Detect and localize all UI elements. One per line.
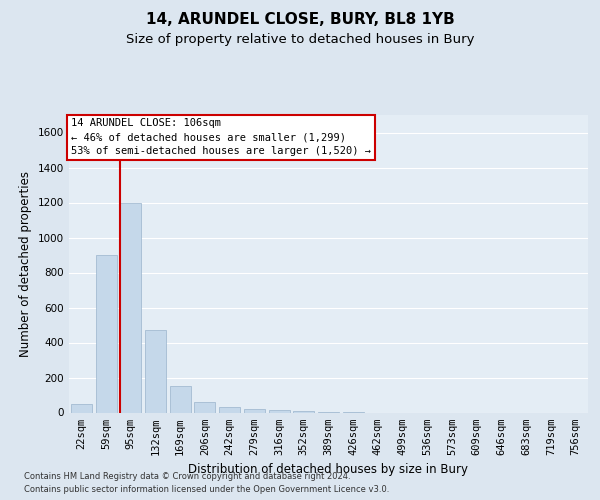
Bar xyxy=(170,386,191,412)
Bar xyxy=(71,404,92,412)
Bar xyxy=(244,409,265,412)
Text: 14, ARUNDEL CLOSE, BURY, BL8 1YB: 14, ARUNDEL CLOSE, BURY, BL8 1YB xyxy=(146,12,454,28)
Text: Contains public sector information licensed under the Open Government Licence v3: Contains public sector information licen… xyxy=(24,484,389,494)
Bar xyxy=(219,407,240,412)
Bar xyxy=(95,255,116,412)
Bar xyxy=(120,202,141,412)
X-axis label: Distribution of detached houses by size in Bury: Distribution of detached houses by size … xyxy=(188,463,469,476)
Bar xyxy=(145,330,166,412)
Text: Contains HM Land Registry data © Crown copyright and database right 2024.: Contains HM Land Registry data © Crown c… xyxy=(24,472,350,481)
Bar xyxy=(293,411,314,412)
Bar xyxy=(269,410,290,412)
Bar xyxy=(194,402,215,412)
Text: Size of property relative to detached houses in Bury: Size of property relative to detached ho… xyxy=(126,32,474,46)
Text: 14 ARUNDEL CLOSE: 106sqm
← 46% of detached houses are smaller (1,299)
53% of sem: 14 ARUNDEL CLOSE: 106sqm ← 46% of detach… xyxy=(71,118,371,156)
Y-axis label: Number of detached properties: Number of detached properties xyxy=(19,171,32,357)
